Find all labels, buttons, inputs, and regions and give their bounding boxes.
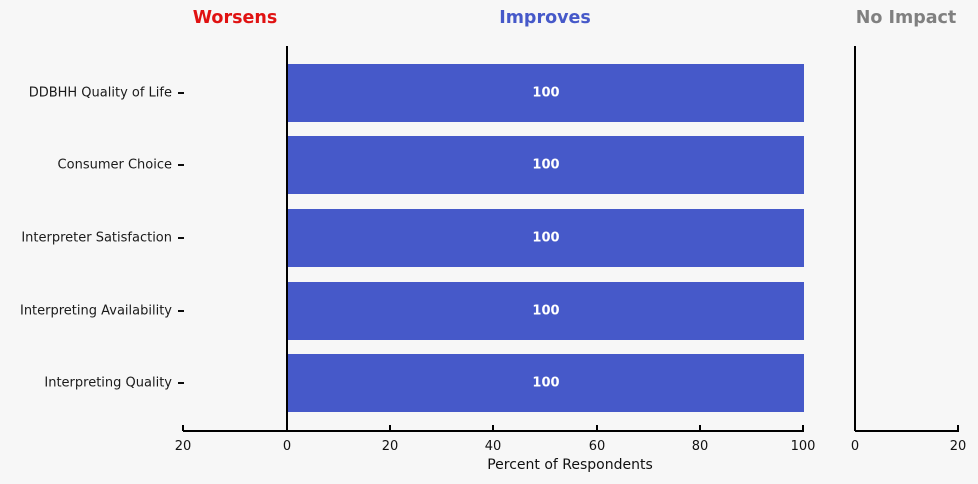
category-label: Interpreting Availability — [19, 303, 172, 319]
bar-value-label: 100 — [532, 157, 560, 173]
y-axis-tick — [178, 164, 184, 166]
x-axis-tick — [182, 425, 184, 431]
x-axis-tick — [596, 425, 598, 431]
improves-bar — [288, 354, 804, 412]
y-axis-tick — [178, 92, 184, 94]
x-tick-label: 20 — [174, 439, 192, 454]
x-tick-label: 20 — [949, 439, 967, 454]
x-axis-tick — [957, 425, 959, 431]
x-axis-line — [183, 430, 804, 432]
improves-bar — [288, 64, 804, 122]
x-tick-label: 100 — [790, 439, 816, 454]
x-axis-tick — [699, 425, 701, 431]
axis-spine — [286, 46, 288, 431]
x-tick-label: 40 — [484, 439, 502, 454]
x-axis-label: Percent of Respondents — [487, 457, 653, 473]
bar-value-label: 100 — [532, 303, 560, 319]
x-axis-tick — [492, 425, 494, 431]
x-axis-tick — [854, 425, 856, 431]
y-axis-tick — [178, 382, 184, 384]
y-axis-tick — [178, 237, 184, 239]
y-axis-tick — [178, 310, 184, 312]
axis-spine — [854, 46, 856, 431]
x-axis-tick — [389, 425, 391, 431]
panel-title-improves: Improves — [499, 8, 591, 28]
x-tick-label: 80 — [691, 439, 709, 454]
x-axis-tick — [802, 425, 804, 431]
x-axis-tick — [286, 425, 288, 431]
panel-title-no-impact: No Impact — [855, 8, 957, 28]
category-label: DDBHH Quality of Life — [28, 85, 172, 101]
category-label: Interpreter Satisfaction — [21, 230, 172, 246]
bar-value-label: 100 — [532, 85, 560, 101]
x-tick-label: 0 — [850, 439, 860, 454]
x-tick-label: 60 — [588, 439, 606, 454]
category-label: Consumer Choice — [57, 157, 172, 173]
x-tick-label: 20 — [381, 439, 399, 454]
x-axis-line — [855, 430, 959, 432]
x-tick-label: 0 — [282, 439, 292, 454]
bar-value-label: 100 — [532, 230, 560, 246]
panel-title-worsens: Worsens — [192, 8, 278, 28]
bar-value-label: 100 — [532, 375, 560, 391]
category-label: Interpreting Quality — [44, 375, 172, 391]
improves-bar — [288, 282, 804, 340]
improves-bar — [288, 209, 804, 267]
improves-bar — [288, 136, 804, 194]
